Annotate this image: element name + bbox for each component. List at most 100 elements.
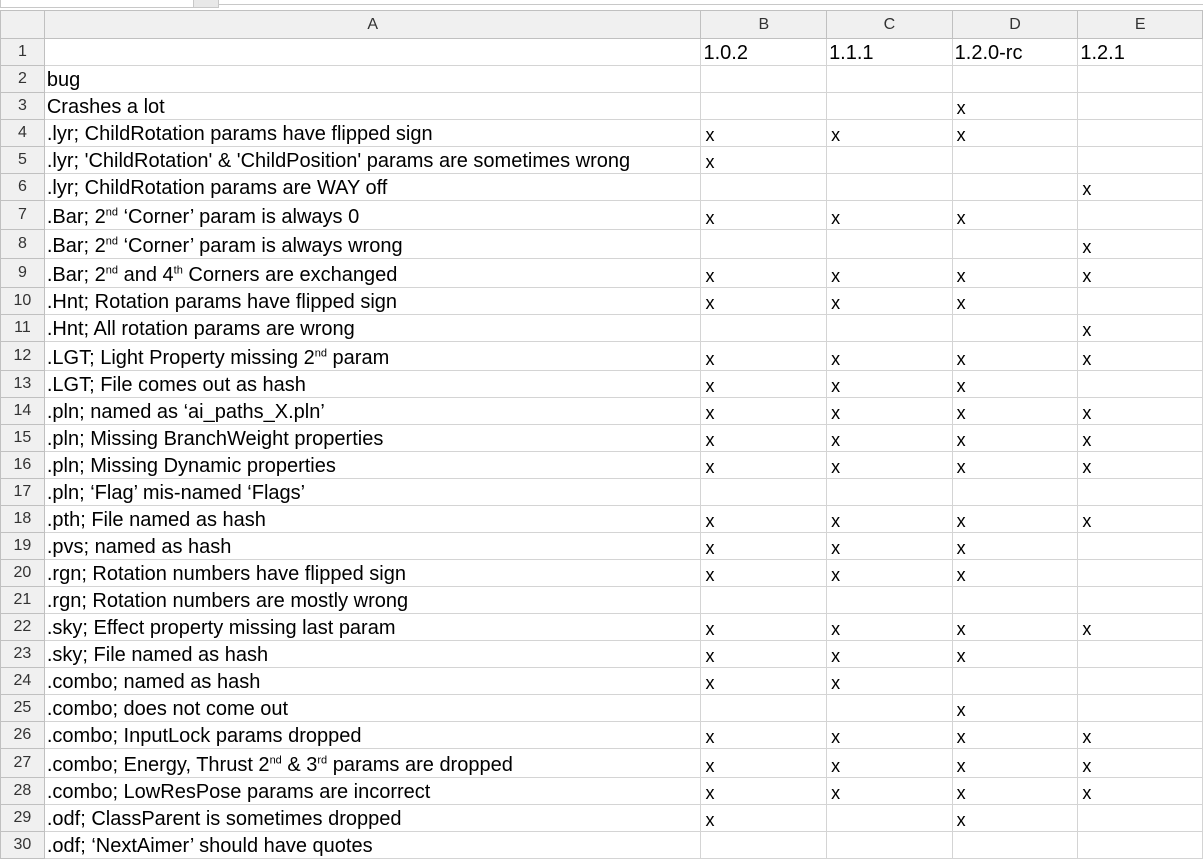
row-header[interactable]: 7	[0, 200, 45, 230]
cell-version-d[interactable]: x	[952, 341, 1079, 371]
cell-version-d[interactable]: x	[952, 748, 1079, 778]
cell-version-e[interactable]: x	[1077, 229, 1203, 259]
row-header[interactable]: 9	[0, 258, 45, 288]
name-box-dropdown-button[interactable]	[193, 0, 219, 8]
cell-description[interactable]: .Bar; 2nd ‘Corner’ param is always 0	[44, 200, 702, 230]
name-box[interactable]	[0, 0, 194, 8]
cell-version-e[interactable]	[1077, 667, 1203, 695]
cell-version-e[interactable]: x	[1077, 505, 1203, 533]
cell-version-b[interactable]	[700, 694, 828, 722]
cell-version-c[interactable]: x	[826, 341, 953, 371]
row-header[interactable]: 30	[0, 831, 45, 859]
cell-description[interactable]: .sky; File named as hash	[44, 640, 702, 668]
cell-version-c[interactable]	[826, 173, 953, 201]
cell-version-e[interactable]: x	[1077, 397, 1203, 425]
cell-version-d[interactable]	[952, 229, 1079, 259]
row-header[interactable]: 17	[0, 478, 45, 506]
cell-version-d[interactable]	[952, 667, 1079, 695]
cell-version-c[interactable]	[826, 314, 953, 342]
cell-version-e[interactable]	[1077, 65, 1203, 93]
cell-version-c[interactable]	[826, 586, 953, 614]
row-header[interactable]: 28	[0, 777, 45, 805]
row-header[interactable]: 1	[0, 38, 45, 66]
cell-version-b[interactable]: x	[700, 777, 828, 805]
cell-version-d[interactable]: x	[952, 424, 1079, 452]
cell-version-b[interactable]	[700, 173, 828, 201]
cell-description[interactable]: .pln; ‘Flag’ mis-named ‘Flags’	[44, 478, 702, 506]
cell-version-e[interactable]	[1077, 586, 1203, 614]
cell-description[interactable]: .combo; does not come out	[44, 694, 702, 722]
cell-version-b[interactable]: x	[700, 119, 828, 147]
cell-description[interactable]: .Hnt; All rotation params are wrong	[44, 314, 702, 342]
cell-description[interactable]: .rgn; Rotation numbers are mostly wrong	[44, 586, 702, 614]
cell-version-c[interactable]	[826, 804, 953, 832]
cell-version-e[interactable]	[1077, 559, 1203, 587]
row-header[interactable]: 12	[0, 341, 45, 371]
cell-version-b[interactable]: x	[700, 146, 828, 174]
cell-version-d[interactable]: x	[952, 119, 1079, 147]
cell-version-b[interactable]	[700, 478, 828, 506]
cell-version-d[interactable]	[952, 586, 1079, 614]
cell-version-e[interactable]	[1077, 831, 1203, 859]
cell-version-d[interactable]: x	[952, 559, 1079, 587]
row-header[interactable]: 22	[0, 613, 45, 641]
row-header[interactable]: 13	[0, 370, 45, 398]
cell-version-d[interactable]	[952, 478, 1079, 506]
cell-version-b[interactable]	[700, 92, 828, 120]
cell-version-c[interactable]	[826, 478, 953, 506]
cell-version-b[interactable]: x	[700, 424, 828, 452]
cell-description[interactable]: Crashes a lot	[44, 92, 702, 120]
row-header[interactable]: 29	[0, 804, 45, 832]
cell-version-c[interactable]: x	[826, 721, 953, 749]
cell-version-d[interactable]: x	[952, 287, 1079, 315]
row-header[interactable]: 21	[0, 586, 45, 614]
cell-version-c[interactable]: x	[826, 505, 953, 533]
cell-version-e[interactable]	[1077, 478, 1203, 506]
cell-version-c[interactable]: x	[826, 397, 953, 425]
cell-version-b[interactable]: x	[700, 370, 828, 398]
row-header[interactable]: 16	[0, 451, 45, 479]
cell-description[interactable]: .combo; Energy, Thrust 2nd & 3rd params …	[44, 748, 702, 778]
cell-b1[interactable]: 1.0.2	[700, 38, 828, 66]
cell-version-e[interactable]: x	[1077, 424, 1203, 452]
cell-version-c[interactable]	[826, 65, 953, 93]
column-header-c[interactable]: C	[826, 10, 953, 39]
column-header-d[interactable]: D	[951, 10, 1079, 39]
cell-description[interactable]: .LGT; Light Property missing 2nd param	[44, 341, 702, 371]
cell-version-b[interactable]	[700, 831, 828, 859]
cell-version-e[interactable]: x	[1077, 314, 1203, 342]
row-header[interactable]: 8	[0, 229, 45, 259]
cell-version-d[interactable]: x	[952, 804, 1079, 832]
cell-version-b[interactable]: x	[700, 505, 828, 533]
cell-version-d[interactable]: x	[952, 505, 1079, 533]
cell-version-d[interactable]: x	[952, 258, 1079, 288]
row-header[interactable]: 10	[0, 287, 45, 315]
cell-description[interactable]: .rgn; Rotation numbers have flipped sign	[44, 559, 702, 587]
cell-version-d[interactable]	[952, 173, 1079, 201]
cell-description[interactable]: .LGT; File comes out as hash	[44, 370, 702, 398]
cell-version-b[interactable]: x	[700, 287, 828, 315]
column-header-a[interactable]: A	[43, 10, 702, 39]
cell-version-e[interactable]	[1077, 200, 1203, 230]
cell-version-c[interactable]: x	[826, 667, 953, 695]
row-header[interactable]: 26	[0, 721, 45, 749]
cell-version-c[interactable]: x	[826, 640, 953, 668]
column-header-b[interactable]: B	[700, 10, 828, 39]
cell-version-c[interactable]: x	[826, 119, 953, 147]
cell-description[interactable]: .odf; ‘NextAimer’ should have quotes	[44, 831, 702, 859]
cell-version-e[interactable]: x	[1077, 451, 1203, 479]
cell-version-e[interactable]	[1077, 694, 1203, 722]
cell-version-c[interactable]: x	[826, 200, 953, 230]
cell-description[interactable]: .pth; File named as hash	[44, 505, 702, 533]
cell-version-e[interactable]	[1077, 92, 1203, 120]
row-header[interactable]: 14	[0, 397, 45, 425]
row-header[interactable]: 6	[0, 173, 45, 201]
row-header[interactable]: 23	[0, 640, 45, 668]
cell-version-c[interactable]: x	[826, 613, 953, 641]
cell-version-e[interactable]	[1077, 146, 1203, 174]
cell-version-b[interactable]: x	[700, 640, 828, 668]
cell-version-e[interactable]	[1077, 287, 1203, 315]
cell-description[interactable]: .Bar; 2nd ‘Corner’ param is always wrong	[44, 229, 702, 259]
cell-version-d[interactable]: x	[952, 92, 1079, 120]
cell-version-d[interactable]	[952, 314, 1079, 342]
